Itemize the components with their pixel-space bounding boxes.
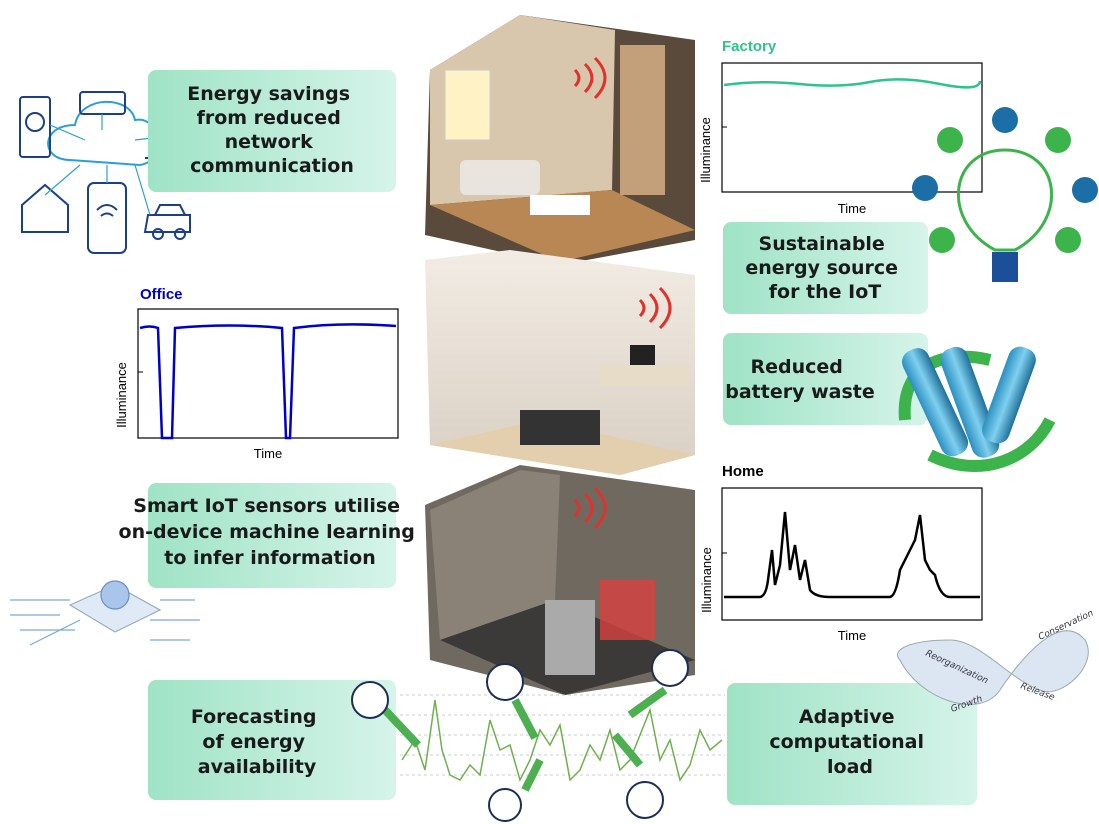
y-axis-label: Illuminance (699, 547, 714, 613)
x-axis-label: Time (838, 628, 866, 643)
box-line: Smart IoT sensors utilise (133, 495, 400, 517)
box-line: battery waste (725, 381, 875, 403)
factory-chart: Factory Time Illuminance (698, 38, 982, 216)
illuminance-line (140, 324, 396, 438)
box-line: Adaptive (799, 706, 895, 728)
box-text: Sustainable energy source for the IoT (745, 233, 904, 303)
infographic: Energy savings from reduced network comm… (0, 0, 1099, 824)
box-line: of energy (202, 731, 305, 753)
box-line: to infer information (164, 547, 375, 569)
rooms-illustration (425, 15, 695, 695)
box-line: on-device machine learning (119, 521, 415, 543)
benefit-box: Energy savings from reduced network comm… (148, 70, 396, 192)
box-line: computational (769, 731, 924, 753)
box-line: energy source (745, 257, 898, 279)
illuminance-line (724, 512, 980, 597)
chart-title: Office (140, 286, 183, 303)
box-line: for the IoT (769, 281, 882, 303)
box-line: Forecasting (191, 706, 317, 728)
box-line: availability (198, 756, 317, 778)
lightbulb-icon (912, 107, 1098, 282)
box-line: network (225, 131, 313, 153)
box-line: Sustainable (759, 233, 885, 255)
home-chart: Home Time Illuminance (699, 463, 982, 643)
office-chart: Office Time Illuminance (114, 286, 398, 461)
box-text: Forecasting of energy availability (191, 706, 323, 778)
x-axis-label: Time (838, 201, 866, 216)
benefit-box: Reduced battery waste (723, 333, 928, 425)
box-line: Reduced (750, 356, 842, 378)
chart-title: Factory (722, 38, 777, 55)
box-line: communication (190, 155, 354, 177)
y-axis-label: Illuminance (114, 362, 129, 428)
x-axis-label: Time (254, 446, 282, 461)
battery-icon (898, 343, 1050, 466)
illuminance-line (724, 79, 980, 87)
box-line: Energy savings (187, 83, 350, 105)
box-line: from reduced (197, 107, 341, 129)
chip-icon (10, 581, 200, 645)
plot-frame (722, 488, 982, 620)
benefit-box: Smart IoT sensors utilise on-device mach… (119, 483, 422, 588)
box-line: load (827, 756, 873, 778)
y-axis-label: Illuminance (698, 117, 713, 183)
benefit-box: Adaptive computational load (727, 683, 977, 805)
benefit-box: Sustainable energy source for the IoT (723, 222, 928, 314)
chart-title: Home (722, 463, 764, 480)
